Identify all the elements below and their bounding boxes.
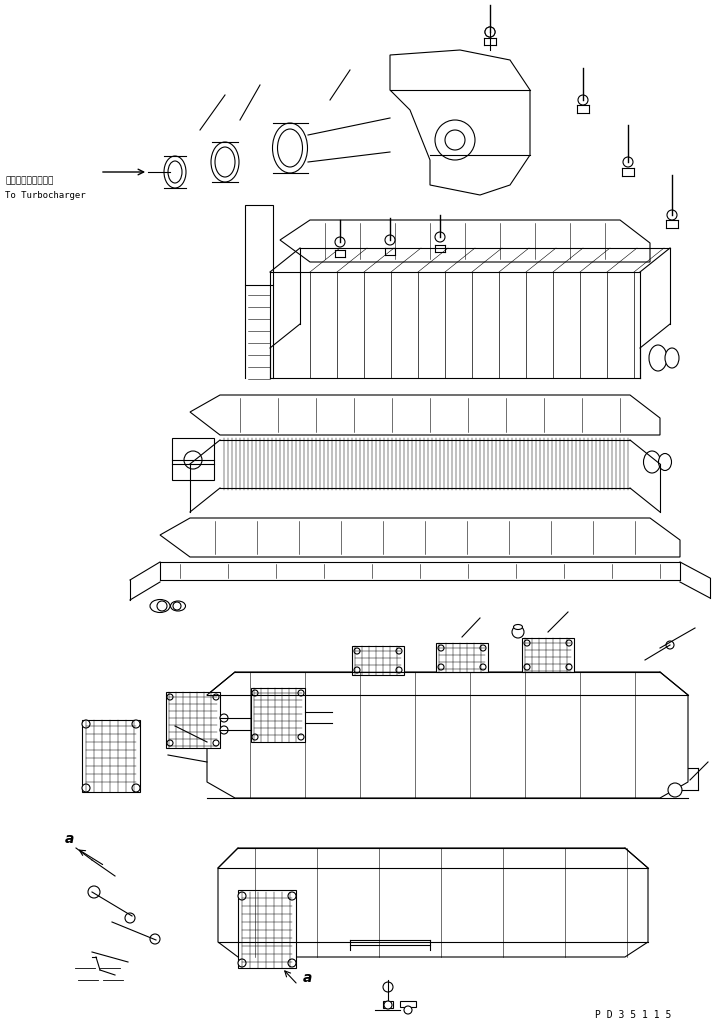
Circle shape	[480, 645, 486, 652]
Circle shape	[438, 645, 444, 652]
Circle shape	[173, 602, 181, 610]
Circle shape	[132, 784, 140, 792]
Ellipse shape	[659, 453, 671, 471]
Circle shape	[396, 648, 402, 654]
Ellipse shape	[644, 451, 661, 473]
Text: ターボチャージャヘ: ターボチャージャヘ	[5, 176, 54, 185]
Circle shape	[220, 714, 228, 722]
Circle shape	[435, 120, 475, 160]
Circle shape	[666, 641, 674, 649]
Circle shape	[238, 892, 246, 900]
Bar	[383, 1001, 393, 1008]
Circle shape	[82, 720, 90, 728]
Ellipse shape	[649, 345, 667, 371]
Ellipse shape	[215, 147, 235, 177]
Circle shape	[485, 27, 495, 37]
Circle shape	[668, 783, 682, 797]
Bar	[522, 638, 574, 672]
Circle shape	[288, 959, 296, 966]
Polygon shape	[280, 220, 650, 262]
Bar	[352, 646, 404, 675]
Ellipse shape	[665, 348, 679, 368]
Circle shape	[298, 734, 304, 740]
Ellipse shape	[211, 142, 239, 182]
Circle shape	[384, 1001, 392, 1009]
Circle shape	[157, 601, 167, 611]
Circle shape	[578, 95, 588, 105]
Circle shape	[354, 667, 360, 673]
Circle shape	[167, 694, 173, 700]
Circle shape	[404, 1007, 412, 1014]
Polygon shape	[218, 849, 648, 957]
Circle shape	[354, 648, 360, 654]
Circle shape	[238, 959, 246, 966]
Circle shape	[132, 720, 140, 728]
Ellipse shape	[513, 625, 523, 630]
Circle shape	[184, 451, 202, 469]
Text: a: a	[303, 971, 312, 985]
Ellipse shape	[170, 601, 185, 611]
Polygon shape	[190, 395, 660, 435]
Ellipse shape	[272, 123, 307, 173]
Bar	[82, 720, 140, 792]
Circle shape	[335, 237, 345, 247]
Circle shape	[298, 690, 304, 696]
Bar	[400, 1001, 416, 1007]
Circle shape	[667, 210, 677, 220]
Circle shape	[213, 694, 219, 700]
Circle shape	[383, 982, 393, 992]
Ellipse shape	[150, 599, 170, 613]
Circle shape	[438, 664, 444, 670]
Text: To Turbocharger: To Turbocharger	[5, 191, 86, 200]
Circle shape	[524, 640, 530, 646]
Circle shape	[150, 934, 160, 944]
Ellipse shape	[168, 161, 182, 183]
Circle shape	[385, 235, 395, 245]
Circle shape	[88, 886, 100, 898]
Circle shape	[480, 664, 486, 670]
Circle shape	[512, 626, 524, 638]
Circle shape	[566, 664, 572, 670]
Bar	[251, 688, 305, 742]
Text: a: a	[65, 832, 74, 846]
Circle shape	[167, 740, 173, 746]
Circle shape	[524, 664, 530, 670]
Text: P D 3 5 1 1 5: P D 3 5 1 1 5	[595, 1010, 671, 1020]
Polygon shape	[207, 672, 688, 798]
Circle shape	[252, 734, 258, 740]
Circle shape	[252, 690, 258, 696]
Bar	[166, 692, 220, 748]
Bar	[172, 438, 214, 480]
Bar	[436, 643, 488, 672]
Circle shape	[125, 913, 135, 923]
Ellipse shape	[164, 156, 186, 188]
Circle shape	[566, 640, 572, 646]
Polygon shape	[390, 50, 530, 195]
Circle shape	[485, 27, 495, 37]
Circle shape	[288, 892, 296, 900]
Circle shape	[220, 726, 228, 734]
Ellipse shape	[277, 129, 302, 167]
Circle shape	[396, 667, 402, 673]
Circle shape	[445, 130, 465, 150]
Polygon shape	[160, 518, 680, 557]
Circle shape	[623, 157, 633, 167]
Bar	[245, 205, 273, 285]
Bar	[238, 890, 296, 968]
Circle shape	[82, 784, 90, 792]
Circle shape	[435, 232, 445, 242]
Circle shape	[213, 740, 219, 746]
